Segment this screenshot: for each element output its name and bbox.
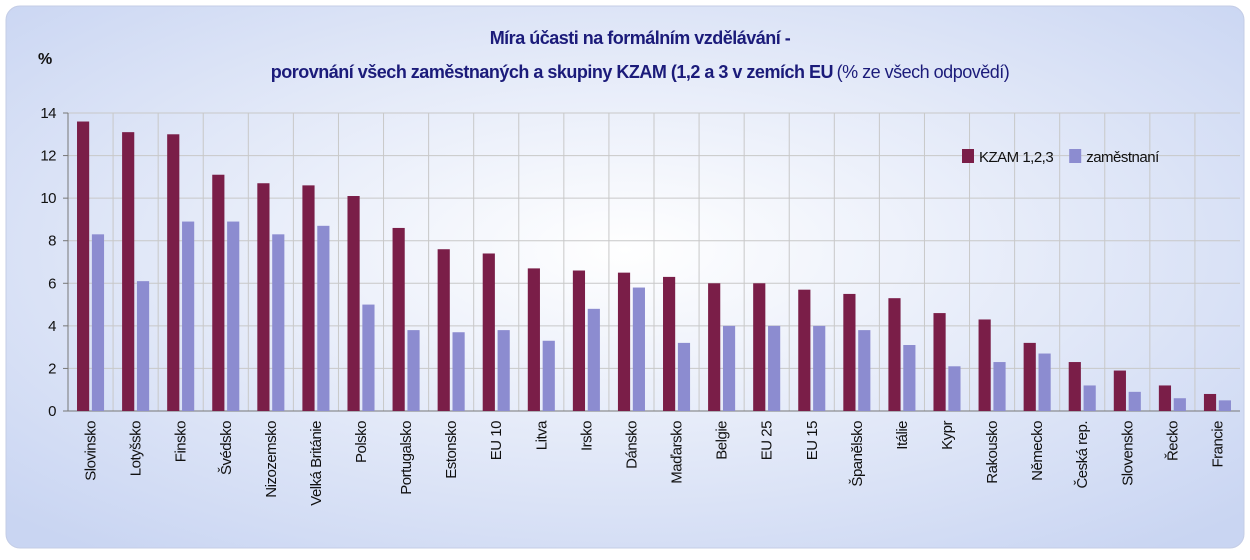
x-tick-label: EU 15 xyxy=(804,421,821,460)
x-tick-label: Kypr xyxy=(939,420,956,449)
bar xyxy=(1113,370,1126,411)
x-tick-label: Portugalsko xyxy=(398,421,415,495)
bar xyxy=(302,185,315,411)
bar xyxy=(708,283,721,411)
bar xyxy=(768,325,781,411)
bar xyxy=(993,362,1006,411)
bar xyxy=(798,289,811,411)
bar xyxy=(677,342,691,411)
bar xyxy=(843,293,856,411)
bar xyxy=(542,340,555,411)
x-tick-label: Estonsko xyxy=(443,421,460,479)
y-tick-label: 6 xyxy=(48,275,56,292)
bar xyxy=(392,227,405,411)
x-tick-label: Velká Británie xyxy=(308,421,325,506)
bar xyxy=(813,325,826,411)
bar xyxy=(722,325,736,411)
bar xyxy=(347,196,360,411)
bar xyxy=(1083,385,1096,411)
bar xyxy=(1158,385,1172,411)
bar xyxy=(272,234,285,411)
bar xyxy=(587,308,600,411)
legend-swatch xyxy=(962,149,974,163)
bar xyxy=(317,225,330,411)
subtitle-note: (% ze všech odpovědí) xyxy=(837,62,1010,82)
x-tick-label: Irsko xyxy=(578,421,595,451)
bar xyxy=(227,221,240,411)
bar xyxy=(182,221,195,411)
x-tick-label: Rakousko xyxy=(984,421,1001,484)
bar xyxy=(482,253,495,411)
bar xyxy=(257,183,270,411)
y-tick-label: 10 xyxy=(40,190,56,207)
x-tick-label: Nizozemsko xyxy=(263,421,280,498)
bar xyxy=(91,234,105,411)
x-tick-label: Francie xyxy=(1209,421,1226,468)
x-tick-label: Maďarsko xyxy=(669,421,686,484)
bar xyxy=(978,319,991,411)
y-tick-label: 14 xyxy=(40,105,56,122)
y-tick-label: 4 xyxy=(48,318,56,335)
bar xyxy=(1218,400,1231,411)
y-tick-label: 0 xyxy=(48,403,56,420)
y-tick-label: 2 xyxy=(48,360,56,377)
x-tick-label: Německo xyxy=(1029,421,1046,481)
x-tick-label: Španělsko xyxy=(849,421,866,487)
x-tick-label: Řecko xyxy=(1164,421,1181,461)
legend-label: KZAM 1,2,3 xyxy=(979,149,1053,166)
bar xyxy=(572,270,586,411)
bar xyxy=(858,330,871,411)
bar xyxy=(167,134,180,412)
bar xyxy=(753,283,766,411)
x-tick-label: EU 10 xyxy=(488,421,505,460)
bar xyxy=(407,330,420,411)
bar xyxy=(617,272,631,411)
bar xyxy=(362,304,375,411)
x-tick-label: Česká rep. xyxy=(1074,421,1091,489)
bar xyxy=(1128,391,1141,411)
y-axis-label: % xyxy=(38,51,52,68)
x-tick-label: EU 25 xyxy=(759,421,776,460)
x-tick-label: Slovensko xyxy=(1119,421,1136,486)
bar xyxy=(663,276,676,411)
x-tick-label: Dánsko xyxy=(623,421,640,469)
x-tick-label: Litva xyxy=(533,420,550,450)
bar xyxy=(948,366,961,411)
bar xyxy=(888,298,901,411)
subtitle-main: porovnání všech zaměstnaných a skupiny K… xyxy=(271,62,833,82)
bar xyxy=(497,330,510,411)
x-tick-label: Finsko xyxy=(173,421,190,462)
legend-label: zaměstnaní xyxy=(1086,149,1160,166)
bar xyxy=(632,287,645,411)
bar xyxy=(527,268,540,411)
bar xyxy=(212,174,225,411)
x-tick-label: Švédsko xyxy=(218,421,235,475)
bar xyxy=(452,332,465,411)
bar xyxy=(903,345,916,411)
y-tick-label: 8 xyxy=(48,233,56,250)
chart-title: Míra účasti na formálním vzdělávání - xyxy=(490,28,791,48)
x-tick-label: Slovinsko xyxy=(83,421,100,481)
bar xyxy=(1068,362,1081,411)
x-tick-label: Polsko xyxy=(353,421,370,463)
y-tick-label: 12 xyxy=(40,148,56,165)
bar xyxy=(1023,342,1036,411)
legend-swatch xyxy=(1069,149,1082,163)
bar xyxy=(1203,393,1217,411)
bar xyxy=(122,132,135,411)
x-tick-label: Lotyšsko xyxy=(128,421,145,476)
x-tick-label: Belgie xyxy=(714,421,731,460)
bar xyxy=(437,249,450,411)
bar xyxy=(77,121,90,411)
x-tick-label: Itálie xyxy=(894,421,911,450)
bar xyxy=(933,313,946,411)
bar xyxy=(136,281,150,411)
bar xyxy=(1038,353,1051,411)
chart-subtitle: porovnání všech zaměstnaných a skupiny K… xyxy=(271,62,1009,82)
bar xyxy=(1173,398,1186,411)
